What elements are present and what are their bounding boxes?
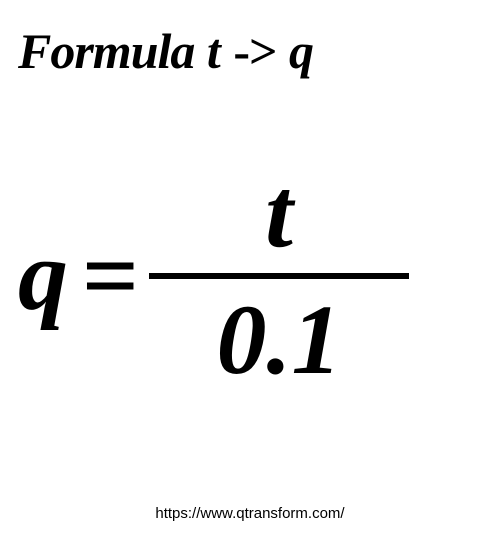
formula-title: Formula t -> q — [18, 22, 314, 80]
formula-denominator: 0.1 — [216, 287, 341, 392]
formula-fraction-line — [149, 273, 409, 279]
title-label: Formula — [18, 23, 194, 79]
footer-url: https://www.qtransform.com/ — [0, 505, 500, 522]
title-arrow: -> — [233, 23, 276, 79]
formula-fraction: t 0.1 — [149, 160, 409, 392]
formula-numerator: t — [265, 160, 293, 265]
formula-equals: = — [82, 226, 139, 326]
title-from-unit: t — [207, 23, 221, 79]
formula-equation: q = t 0.1 — [18, 160, 482, 392]
title-to-unit: q — [289, 23, 314, 79]
formula-lhs: q — [18, 226, 68, 326]
